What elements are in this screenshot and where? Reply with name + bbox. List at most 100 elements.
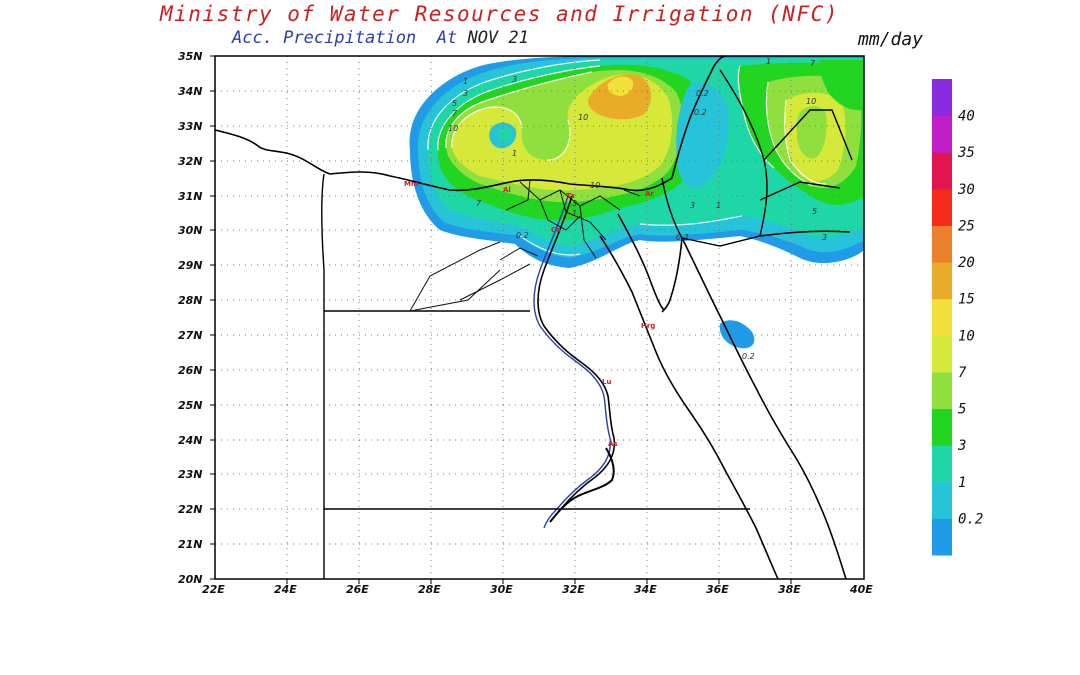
colorbar-swatch (932, 152, 952, 190)
lat-label: 30N (178, 224, 203, 237)
contour-label: 1 (572, 209, 577, 218)
city-marker: As (608, 440, 618, 448)
colorbar-level-label: 10 (958, 328, 975, 344)
lon-label: 28E (418, 583, 441, 596)
coastlines (215, 56, 847, 579)
contour-label: 0.2 (742, 352, 755, 361)
borders (320, 69, 853, 579)
colorbar-swatch (932, 335, 952, 373)
city-marker: Lu (602, 378, 611, 386)
contour-label: 3 (512, 75, 517, 84)
lat-label: 23N (178, 468, 203, 481)
lon-label: 30E (490, 583, 513, 596)
contour-label: 1 (463, 77, 468, 86)
contour-label: 7 (810, 59, 816, 68)
lat-label: 21N (178, 538, 203, 551)
lat-axis: 35N 34N 33N 32N 31N 30N 29N 28N 27N 26N … (178, 50, 215, 586)
colorbar-swatch (932, 225, 952, 263)
city-marker: Al (503, 186, 511, 194)
delta-borders (409, 179, 641, 312)
colorbar-swatch (932, 79, 952, 117)
colorbar-level-label: 35 (957, 145, 975, 161)
contour-label: 1 (766, 57, 771, 66)
colorbar-swatch (932, 445, 952, 483)
contour-label: 10 (448, 124, 458, 133)
city-markers: Mm Al Ca Ta Ar Hrg Lu As (404, 180, 655, 448)
contour-label: 5 (812, 207, 817, 216)
contour-label: 3 (690, 201, 695, 210)
colorbar-level-label: 15 (958, 292, 975, 308)
map-subtitle: Acc. Precipitation At NOV 21 (232, 28, 529, 48)
contour-label: 3 (463, 89, 468, 98)
lon-label: 24E (274, 583, 297, 596)
colorbar-level-label: 5 (958, 402, 966, 418)
subtitle-at: At (436, 28, 458, 48)
lon-label: 26E (346, 583, 369, 596)
contour-label: 10 (590, 181, 600, 190)
lon-label: 36E (706, 583, 729, 596)
map-title: Ministry of Water Resources and Irrigati… (160, 2, 839, 26)
lat-label: 22N (178, 503, 203, 516)
lat-label: 33N (178, 120, 203, 133)
colorbar-level-label: 7 (958, 365, 967, 381)
colorbar-level-label: 40 (958, 109, 975, 125)
lat-label: 25N (178, 399, 203, 412)
lon-label: 22E (202, 583, 225, 596)
contour-labels: 1 3 5 7 10 10 3 1 10 0.2 0.2 0.2 0.2 10 … (448, 57, 827, 361)
lon-label: 32E (562, 583, 585, 596)
lat-label: 32N (178, 155, 203, 168)
contour-label: 5 (452, 99, 457, 108)
lat-label: 29N (178, 259, 203, 272)
lat-label: 26N (178, 364, 203, 377)
lat-label: 27N (178, 329, 203, 342)
lat-label: 28N (178, 294, 203, 307)
map-frame (214, 55, 865, 580)
colorbar-swatch (932, 408, 952, 446)
colorbar-swatch (932, 298, 952, 336)
colorbar-swatch (932, 262, 952, 300)
colorbar-level-label: 1 (958, 475, 966, 491)
city-marker: Ca (551, 226, 561, 234)
lat-label: 35N (178, 50, 203, 63)
city-marker: Mm (404, 180, 418, 188)
contour-label: 10 (578, 113, 588, 122)
contour-label: 1 (512, 149, 517, 158)
red-sea-rain-patch (719, 320, 755, 349)
lat-label: 34N (178, 85, 203, 98)
colorbar-level-label: 0.2 (958, 511, 983, 527)
colorbar-swatch (932, 115, 952, 153)
colorbar-swatch (932, 188, 952, 226)
units-label: mm/day (858, 29, 924, 50)
lon-label: 38E (778, 583, 801, 596)
contour-label: 10 (806, 97, 816, 106)
city-marker: Ar (645, 190, 654, 198)
contour-label: 0.2 (516, 231, 529, 240)
contour-label: 7 (452, 109, 458, 118)
colorbar-level-label: 25 (958, 218, 975, 234)
lat-label: 24N (178, 434, 203, 447)
contour-label: 0.2 (676, 233, 689, 242)
city-marker: Hrg (641, 322, 655, 330)
subtitle-label: Acc. Precipitation (232, 28, 417, 48)
contour-label: 1 (716, 201, 721, 210)
lon-label: 40E (849, 583, 873, 596)
lat-label: 31N (178, 190, 203, 203)
colorbar-swatch (932, 481, 952, 519)
contour-label: 3 (822, 233, 827, 242)
lon-label: 34E (634, 583, 657, 596)
contour-label: 0.2 (694, 108, 707, 117)
lon-axis: 22E 24E 26E 28E 30E 32E 34E 36E 38E 40E (202, 579, 873, 596)
colorbar-swatch (932, 518, 952, 556)
colorbar-level-label: 3 (957, 438, 966, 454)
contour-label: 3 (572, 199, 577, 208)
city-marker: Ta (566, 192, 575, 200)
colorbar-level-label: 20 (958, 255, 975, 271)
contour-label: 0.2 (696, 89, 709, 98)
lat-label: 20N (178, 573, 203, 586)
colorbar-level-label: 30 (957, 182, 975, 198)
contour-label: 7 (476, 199, 482, 208)
colorbar-swatch (932, 371, 952, 410)
precipitation-field: Mm Al Ca Ta Ar Hrg Lu As 1 3 5 7 10 10 3… (215, 56, 864, 579)
